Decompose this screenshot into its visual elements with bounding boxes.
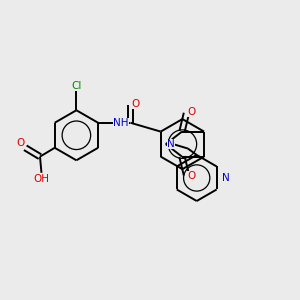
Text: O: O: [188, 171, 196, 182]
Text: N: N: [222, 173, 230, 183]
Text: O: O: [188, 107, 196, 117]
Text: O: O: [17, 138, 25, 148]
Text: OH: OH: [34, 174, 50, 184]
Text: Cl: Cl: [71, 81, 82, 91]
Text: N: N: [167, 139, 175, 149]
Text: NH: NH: [113, 118, 128, 128]
Text: O: O: [132, 99, 140, 109]
